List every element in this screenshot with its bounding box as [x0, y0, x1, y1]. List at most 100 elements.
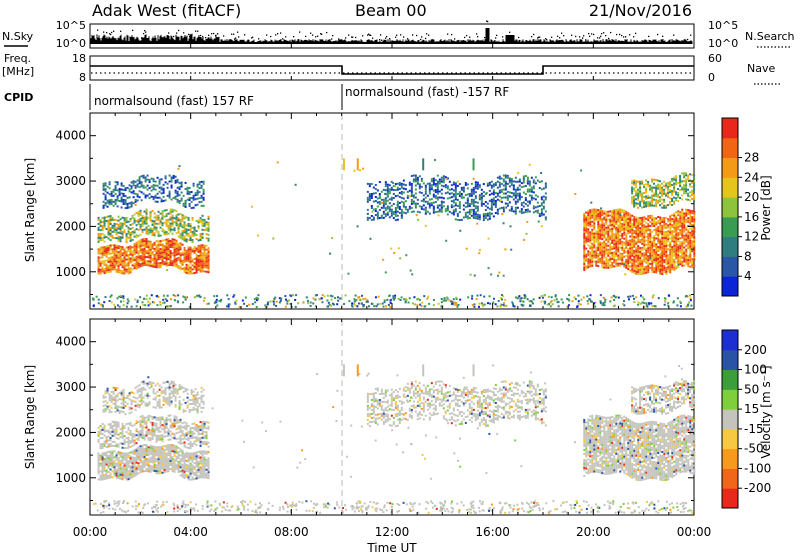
echo-speckle: [404, 300, 407, 303]
echo-cell: [689, 223, 692, 226]
echo-cell: [613, 235, 616, 238]
echo-cell: [667, 244, 670, 247]
echo-cell: [665, 224, 668, 227]
echo-cell: [532, 179, 535, 182]
echo-cell: [663, 271, 666, 274]
echo-cell: [625, 234, 628, 237]
echo-cell: [173, 221, 176, 224]
nsearch-dot: [188, 33, 190, 36]
echo-cell: [651, 218, 654, 221]
echo-cell: [151, 231, 154, 234]
echo-cell: [673, 200, 676, 203]
echo-cell: [506, 198, 509, 201]
echo-cell: [633, 235, 636, 238]
echo-cell: [194, 192, 197, 195]
echo-cell: [430, 202, 433, 205]
echo-cell: [178, 186, 181, 189]
echo-cell: [536, 195, 539, 198]
echo-cell: [653, 198, 656, 201]
echo-speckle: [333, 303, 336, 306]
echo-cell: [182, 204, 185, 207]
echo-speckle: [538, 296, 541, 299]
echo-cell: [510, 183, 513, 186]
echo-cell: [156, 176, 159, 179]
echo-cell: [110, 198, 113, 201]
echo-cell: [174, 179, 177, 182]
echo-cell: [163, 261, 166, 264]
echo-cell: [627, 262, 630, 265]
echo-speckle: [386, 298, 389, 301]
echo-cell: [201, 264, 204, 267]
echo-cell: [591, 208, 594, 211]
echo-cell: [607, 218, 610, 221]
echo-cell: [671, 256, 674, 259]
echo-cell: [619, 220, 622, 223]
echo-cell: [207, 239, 210, 242]
echo-cell: [679, 251, 682, 254]
echo-cell: [587, 236, 590, 239]
echo-cell: [510, 191, 513, 194]
echo-cell: [378, 201, 381, 204]
echo-cell: [374, 184, 377, 187]
echo-cell: [154, 196, 157, 199]
echo-cell: [587, 252, 590, 255]
echo-cell: [673, 264, 676, 267]
echo-cell: [510, 207, 513, 210]
echo-cell: [410, 174, 413, 177]
echo-cell: [99, 262, 102, 265]
echo-speckle: [399, 298, 402, 301]
echo-cell: [120, 198, 123, 201]
echo-speckle: [362, 303, 365, 306]
echo-cell: [194, 198, 197, 201]
echo-cell: [685, 260, 688, 263]
echo-cell: [139, 227, 142, 230]
echo-cell: [661, 242, 664, 245]
nsearch-dot: [231, 33, 233, 35]
echo-cell: [597, 219, 600, 222]
echo-cell: [621, 240, 624, 243]
echo-cell: [183, 217, 186, 220]
echo-cell: [651, 186, 654, 189]
echo-cell: [131, 214, 134, 217]
echo-cell: [370, 196, 373, 199]
echo-cell: [675, 233, 678, 236]
echo-cell: [170, 180, 173, 183]
echo-cell: [191, 238, 194, 241]
echo-cell: [653, 251, 656, 254]
echo-cell: [133, 263, 136, 266]
echo-cell: [490, 212, 493, 215]
echo-cell: [118, 193, 121, 196]
echo-cell: [440, 206, 443, 209]
echo-speckle: [419, 303, 422, 306]
echo-cell: [117, 215, 120, 218]
echo-cell: [653, 267, 656, 270]
echo-cell: [665, 206, 668, 209]
echo-cell: [625, 212, 628, 215]
echo-cell: [179, 258, 182, 261]
echo-cell: [155, 260, 158, 263]
echo-cell: [639, 263, 642, 266]
echo-cell: [492, 215, 495, 218]
echo-cell: [641, 252, 644, 255]
echo-cell: [476, 209, 479, 212]
echo-cell: [643, 238, 646, 241]
echo-cell: [139, 245, 142, 248]
echo-speckle: [312, 297, 315, 300]
echo-cell: [629, 243, 632, 246]
echo-cell: [103, 248, 106, 251]
echo-cell: [101, 262, 104, 265]
echo-cell: [147, 230, 150, 233]
echo-cell: [607, 240, 610, 243]
echo-cell: [593, 224, 596, 227]
echo-cell: [663, 255, 666, 258]
echo-cell: [597, 235, 600, 238]
echo-cell: [169, 262, 172, 265]
echo-cell: [134, 186, 137, 189]
echo-cell: [647, 239, 650, 242]
echo-cell: [520, 208, 523, 211]
echo-cell: [637, 273, 640, 276]
echo-cell: [681, 222, 684, 225]
echo-cell: [605, 256, 608, 259]
echo-cell: [106, 185, 109, 188]
echo-speckle: [289, 302, 292, 305]
